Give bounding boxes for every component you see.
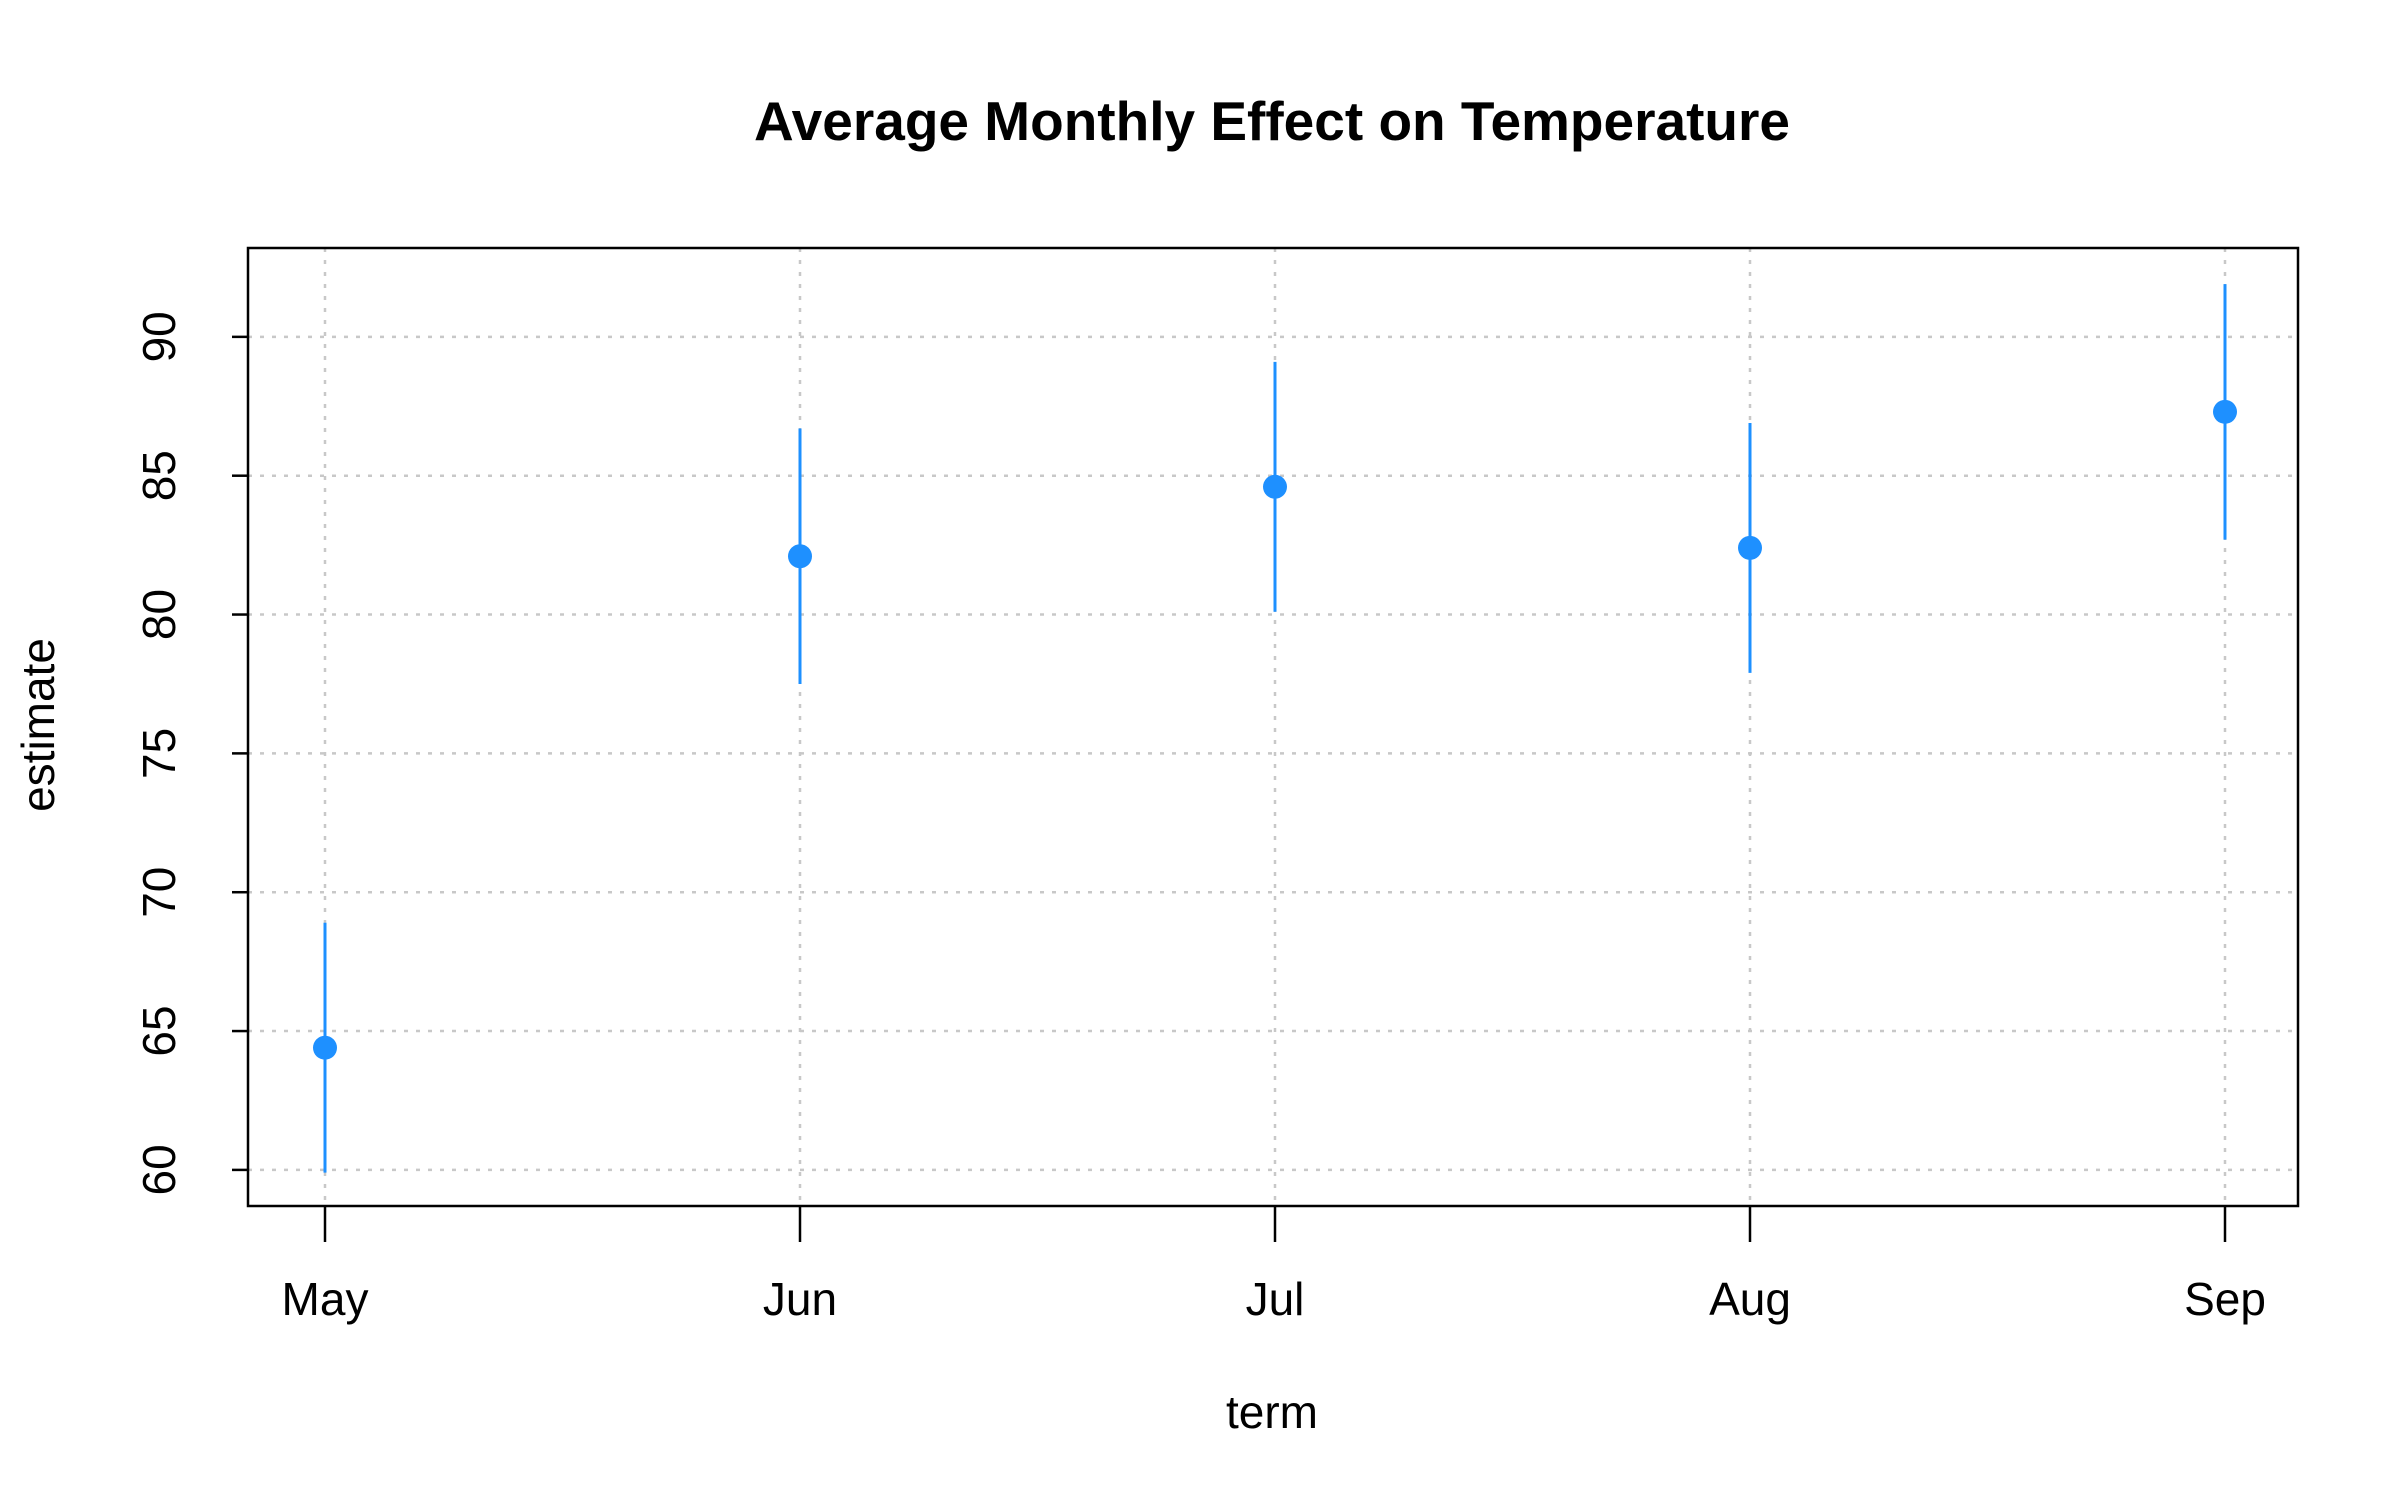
grid-layer (248, 248, 2298, 1206)
y-tick-label: 65 (133, 1005, 185, 1056)
y-tick-label: 80 (133, 589, 185, 640)
y-tick-label: 60 (133, 1144, 185, 1195)
x-tick-label: May (282, 1273, 369, 1325)
y-tick-label: 90 (133, 311, 185, 362)
x-tick-label: Aug (1709, 1273, 1791, 1325)
data-point-jun (788, 544, 812, 569)
point-layer (313, 399, 2237, 1060)
x-tick-label: Jul (1246, 1273, 1305, 1325)
y-tick-label: 70 (133, 867, 185, 918)
data-point-sep (2213, 399, 2237, 424)
y-tick-label: 75 (133, 728, 185, 779)
data-point-jul (1263, 474, 1287, 499)
axis-layer: 60 65 70 75 80 85 90 May Jun Jul Aug Sep (133, 311, 2266, 1325)
y-tick-label: 85 (133, 450, 185, 501)
x-tick-label: Sep (2184, 1273, 2266, 1325)
plot-frame (246, 246, 2300, 1208)
data-point-may (313, 1035, 337, 1060)
x-axis-label: term (1226, 1386, 1318, 1438)
chart-title: Average Monthly Effect on Temperature (754, 90, 1790, 152)
x-tick-label: Jun (763, 1273, 837, 1325)
y-axis-label: estimate (12, 638, 64, 812)
data-point-aug (1738, 535, 1762, 560)
